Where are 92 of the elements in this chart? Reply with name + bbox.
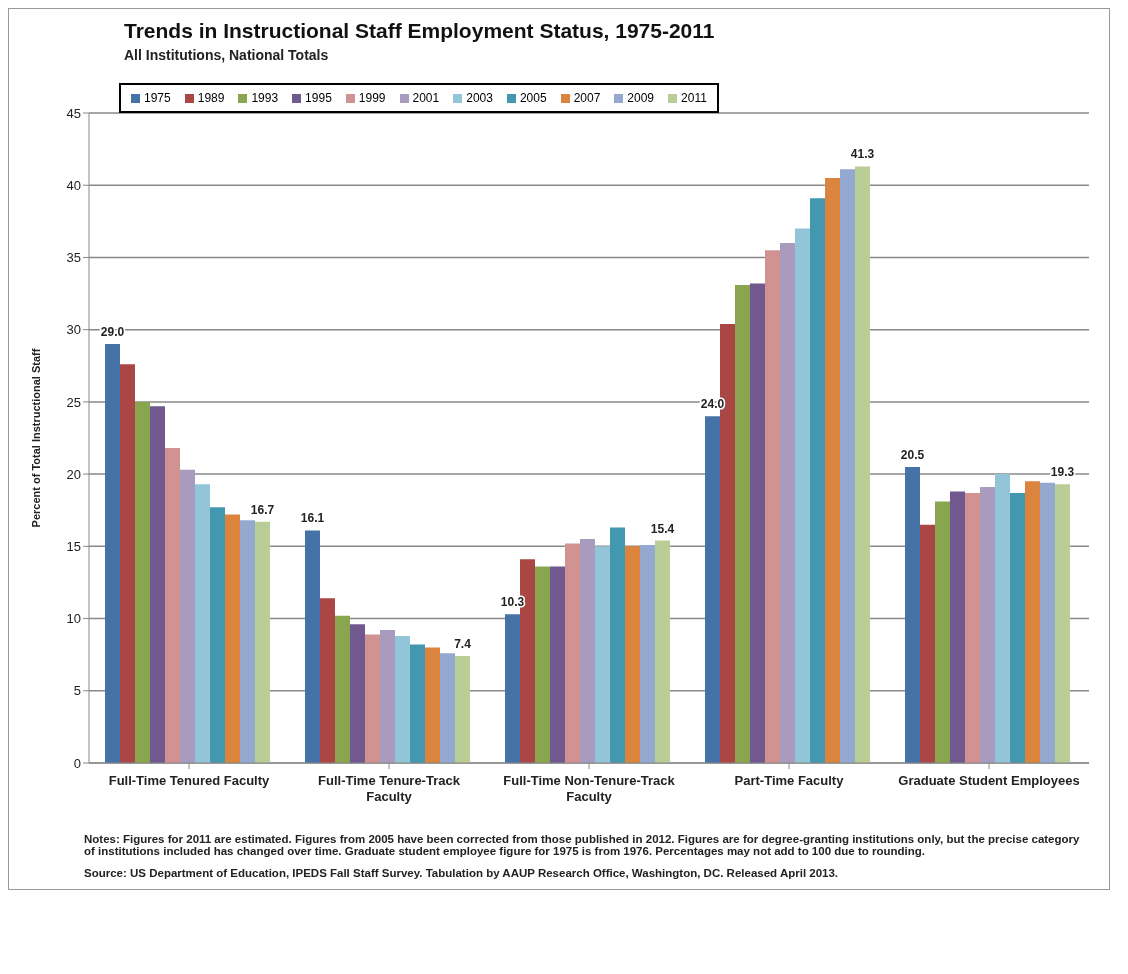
data-label: 16.1 — [300, 511, 325, 526]
data-label: 20.5 — [900, 447, 925, 462]
legend-label: 1989 — [196, 91, 225, 105]
legend-label: 2001 — [411, 91, 440, 105]
bar — [565, 543, 580, 763]
bar — [210, 507, 225, 763]
bar — [135, 401, 150, 763]
bar — [795, 228, 810, 763]
bar — [735, 284, 750, 763]
x-tick-label: Graduate Student Employees — [898, 773, 1080, 788]
bar — [550, 566, 565, 763]
bar — [750, 283, 765, 763]
data-label: 19.3 — [1050, 465, 1075, 480]
bar — [980, 487, 995, 763]
bar — [350, 624, 365, 763]
bar — [1055, 484, 1070, 763]
bar — [655, 540, 670, 763]
bar — [855, 166, 870, 763]
chart-subtitle: All Institutions, National Totals — [124, 47, 330, 63]
bar — [595, 546, 610, 763]
bar — [425, 647, 440, 763]
bar — [640, 544, 655, 763]
legend-label: 1975 — [143, 91, 171, 105]
x-tick-label: Full-Time Tenure-Track Faculty — [318, 773, 461, 804]
legend-label: 2007 — [572, 91, 601, 105]
legend-label: 2011 — [680, 91, 707, 105]
bar — [535, 566, 550, 763]
bar — [1025, 481, 1040, 763]
bar — [825, 178, 840, 763]
legend-label: 1995 — [304, 91, 332, 105]
bar — [965, 492, 980, 763]
bar — [1010, 492, 1025, 763]
bar — [995, 474, 1010, 763]
bar — [395, 635, 410, 763]
bar — [120, 364, 135, 763]
bar — [610, 527, 625, 763]
y-tick-label: 15 — [66, 538, 81, 554]
legend-label: 2009 — [626, 91, 655, 105]
data-label: 29.0 — [100, 325, 125, 340]
legend-label: 2005 — [518, 91, 547, 105]
bar — [840, 169, 855, 763]
bar — [950, 491, 965, 763]
y-tick-label: 5 — [73, 683, 81, 699]
bar — [255, 521, 270, 763]
data-label: 7.4 — [454, 637, 472, 652]
bar — [505, 614, 520, 763]
source-note: Source: US Department of Education, IPEDS Fall Staff Survey. Tabulation by AAUP Research Office, Washington, DC. Released April 2013. — [84, 867, 840, 879]
data-label: 41.3 — [850, 147, 875, 162]
bar — [240, 520, 255, 763]
x-tick-label: Full-Time Tenured Faculty — [108, 773, 271, 788]
chart-title: Trends in Instructional Staff Employment Status, 1975-2011 — [124, 19, 716, 43]
y-axis-title: Percent of Total Instructional Staff — [29, 348, 42, 528]
data-label: 16.7 — [250, 502, 275, 517]
bar — [625, 546, 640, 763]
bar — [150, 406, 165, 763]
bar — [705, 416, 720, 763]
y-tick-label: 10 — [66, 611, 81, 627]
bar — [440, 653, 455, 763]
y-tick-label: 45 — [66, 105, 81, 121]
bar — [225, 514, 240, 763]
bar — [810, 198, 825, 763]
bar — [195, 484, 210, 763]
bar — [1040, 482, 1055, 763]
bar — [765, 250, 780, 763]
x-tick-label: Full-Time Non-Tenure-Track Faculty — [503, 773, 676, 804]
bar — [455, 656, 470, 763]
y-tick-label: 20 — [66, 466, 81, 482]
bar — [320, 598, 335, 763]
bar — [905, 466, 920, 763]
bar — [920, 524, 935, 763]
bar — [335, 615, 350, 763]
y-tick-label: 30 — [66, 322, 81, 338]
y-tick-label: 40 — [66, 177, 81, 193]
bar — [580, 539, 595, 763]
text: Notes: Figures for 2011 are estimated. Figures from 2005 have been corrected from those published in 2012. Figures are for degree-granting institutions only, but the precise category of institutions included has changed over time. Graduate student employee figure for 1975 is from 1976. Percentages may not add to 100 due to rounding. — [84, 833, 1081, 857]
x-tick-label: Part-Time Faculty — [734, 773, 845, 788]
bar — [410, 644, 425, 763]
legend-label: 2003 — [465, 91, 493, 105]
bar — [105, 344, 120, 763]
bar — [180, 469, 195, 763]
bar — [305, 530, 320, 763]
legend-label: 1999 — [357, 91, 386, 105]
legend-label: 1993 — [250, 91, 279, 105]
bar — [365, 634, 380, 763]
bar — [780, 243, 795, 763]
bar — [165, 448, 180, 763]
bar — [935, 501, 950, 763]
data-label: 15.4 — [650, 521, 675, 536]
y-tick-label: 0 — [73, 755, 81, 771]
bar — [380, 630, 395, 763]
y-tick-label: 35 — [66, 250, 81, 266]
y-tick-label: 25 — [66, 394, 81, 410]
